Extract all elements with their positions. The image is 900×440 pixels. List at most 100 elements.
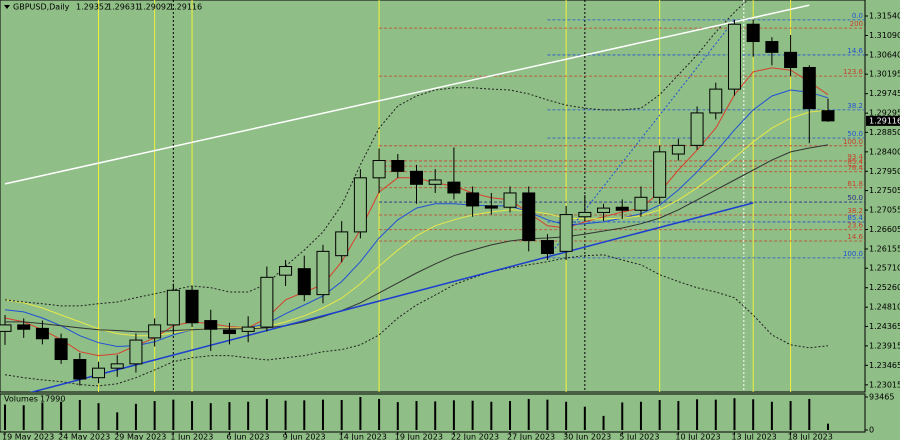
candle-body: [746, 23, 760, 43]
y-tick-label: 1.30195: [869, 70, 900, 79]
candle-body: [35, 327, 49, 340]
candle-body: [727, 23, 741, 90]
candle-body: [784, 51, 798, 68]
x-tick-label: 22 Jun 2023: [451, 433, 499, 440]
indicator-line: [4, 109, 829, 337]
y-tick-label: 1.31090: [869, 31, 900, 40]
level-label: 100.0: [843, 250, 863, 258]
candle-body: [391, 160, 405, 172]
candle-body: [17, 324, 31, 330]
header-open: 1.29352: [76, 3, 109, 12]
x-tick-label: 9 Jun 2023: [283, 433, 326, 440]
x-tick-label: 27 Jun 2023: [507, 433, 555, 440]
x-tick-label: 13 Jul 2023: [731, 433, 776, 440]
candle-body: [335, 231, 349, 257]
volume-tick-label: 0: [869, 426, 874, 435]
candle-body: [428, 179, 442, 185]
candle-body: [92, 367, 106, 379]
candle-body: [185, 289, 199, 324]
candle-body: [0, 324, 12, 332]
candle-body: [222, 329, 236, 335]
level-label: 61.8: [847, 180, 863, 188]
y-tick-label: 1.25710: [869, 264, 900, 273]
trendline: [547, 19, 735, 259]
candle-body: [129, 339, 143, 365]
menu-icon: [4, 5, 10, 9]
current-price-box: [866, 115, 900, 126]
candle-body: [503, 192, 517, 208]
y-tick-label: 1.27505: [869, 186, 900, 195]
overlay: GBPUSD,Daily 1.29352 1.29631 1.29092 1.2…: [2, 3, 900, 440]
x-tick-label: 14 Jun 2023: [339, 433, 387, 440]
level-label: 14.6: [847, 233, 863, 241]
y-tick-label: 1.29745: [869, 89, 900, 98]
y-tick-label: 1.27950: [869, 167, 900, 176]
candle-body: [671, 144, 685, 155]
header-low: 1.29092: [138, 3, 171, 12]
x-tick-label: 6 Jun 2023: [226, 433, 269, 440]
y-tick-label: 1.28400: [869, 147, 900, 156]
indicator-line: [4, 89, 829, 348]
candle-body: [353, 177, 367, 233]
volume-panel-frame: [0, 393, 866, 433]
header-close: 1.29116: [169, 3, 202, 12]
x-tick-label: 19 May 2023: [2, 433, 54, 440]
candle-body: [372, 160, 386, 179]
candle-body: [410, 170, 423, 185]
candle-body: [709, 88, 723, 114]
x-tick-label: 5 Jul 2023: [619, 433, 659, 440]
trendline: [29, 202, 754, 392]
candle-body: [241, 326, 255, 332]
y-tick-label: 1.23465: [869, 361, 900, 370]
x-tick-label: 29 May 2023: [114, 433, 166, 440]
y-tick-label: 1.23015: [869, 380, 900, 389]
candle-body: [578, 211, 592, 218]
chart-title: GBPUSD,Daily: [13, 3, 70, 12]
price-panel-frame: [0, 0, 866, 393]
candle-body: [802, 66, 816, 110]
candle-body: [148, 324, 162, 339]
x-tick-label: 19 Jun 2023: [395, 433, 443, 440]
candle-body: [297, 268, 311, 296]
x-tick-label: 18 Jul 2023: [788, 433, 833, 440]
candle-body: [447, 181, 461, 194]
level-label: 76.4: [847, 164, 863, 172]
candle-body: [166, 289, 180, 326]
y-tick-label: 1.28850: [869, 128, 900, 137]
level-label: 50.0: [847, 194, 863, 202]
candle-body: [615, 206, 629, 211]
y-tick-label: 1.25260: [869, 283, 900, 292]
y-tick-label: 1.29295: [869, 109, 900, 118]
candle-body: [653, 151, 667, 198]
level-label: 14.6: [847, 47, 863, 55]
y-tick-label: 1.27055: [869, 206, 900, 215]
level-label: 50.0: [847, 130, 863, 138]
current-price-label: 1.29116: [869, 116, 900, 125]
candle-body: [765, 41, 779, 53]
y-tick-label: 1.24365: [869, 322, 900, 331]
y-tick-label: 1.30640: [869, 50, 900, 59]
x-tick-label: 1 Jun 2023: [170, 433, 213, 440]
candle-body: [54, 338, 68, 361]
level-label: 0.0: [852, 12, 863, 20]
header-high: 1.29631: [107, 3, 140, 12]
candle-body: [466, 192, 480, 207]
indicator-line: [4, 254, 829, 387]
level-label: 123.6: [843, 68, 864, 76]
candle-body: [484, 205, 498, 209]
candle-body: [634, 196, 648, 211]
candle-body: [821, 110, 835, 122]
candle-body: [73, 359, 87, 380]
y-tick-label: 1.26155: [869, 244, 900, 253]
indicator-line: [5, 144, 829, 333]
level-label: 85.4: [847, 158, 863, 166]
level-label: 93.4: [847, 153, 863, 161]
x-tick-label: 30 Jun 2023: [563, 433, 611, 440]
level-label: 200: [850, 20, 863, 28]
candle-body: [279, 266, 293, 276]
level-label: 38.2: [847, 207, 863, 215]
candle-body: [110, 363, 124, 369]
candle-body: [597, 207, 611, 213]
volume-tick-label: 93465: [869, 393, 894, 402]
